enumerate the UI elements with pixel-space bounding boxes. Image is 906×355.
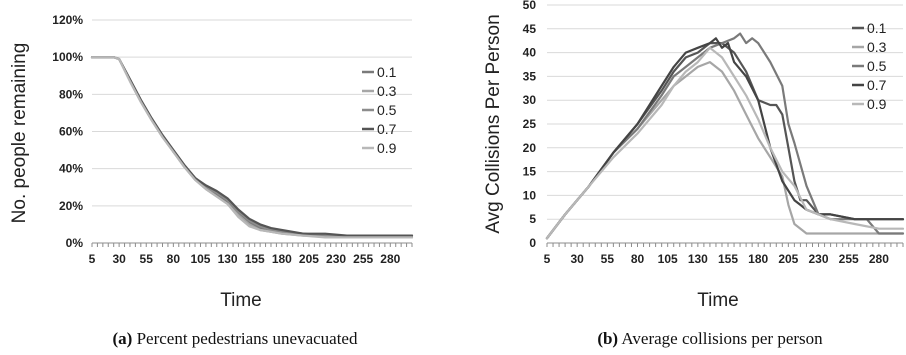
x-tick-label: 130 bbox=[688, 252, 708, 266]
y-gridlines bbox=[547, 4, 903, 244]
series-line-0.3 bbox=[545, 60, 905, 240]
legend-label: 0.5 bbox=[867, 58, 887, 74]
x-tick-label: 205 bbox=[299, 252, 319, 266]
y-tick-label: 25 bbox=[523, 117, 537, 131]
legend: 0.1 0.3 0.5 0.7 0.9 bbox=[362, 64, 397, 156]
chart-percent-remaining: 0% 20% 40% 60% 80% 100% 120% 5 30 55 80 105 130 155 1… bbox=[9, 13, 414, 348]
x-tick-label: 180 bbox=[748, 252, 768, 266]
caption-b: (b) Average collisions per person bbox=[597, 329, 823, 348]
x-axis bbox=[546, 242, 904, 247]
x-tick-label: 80 bbox=[631, 252, 645, 266]
y-tick-label: 45 bbox=[523, 22, 537, 36]
y-tick-label: 80% bbox=[59, 87, 83, 101]
x-tick-label: 255 bbox=[353, 252, 373, 266]
legend-label: 0.1 bbox=[867, 20, 887, 36]
y-tick-label: 120% bbox=[52, 13, 83, 27]
x-tick-label: 130 bbox=[218, 252, 238, 266]
series-line-0.9 bbox=[545, 46, 905, 240]
y-tick-labels: 0 5 10 15 20 25 30 35 40 45 50 bbox=[523, 0, 537, 250]
x-tick-label: 80 bbox=[167, 252, 181, 266]
legend-label: 0.9 bbox=[377, 140, 397, 156]
x-tick-label: 155 bbox=[718, 252, 738, 266]
series-lines bbox=[90, 56, 414, 239]
x-tick-label: 30 bbox=[112, 252, 126, 266]
caption-a-text: Percent pedestrians unevacuated bbox=[132, 329, 358, 348]
caption-b-text: Average collisions per person bbox=[618, 329, 823, 348]
x-tick-label: 55 bbox=[601, 252, 615, 266]
x-tick-label: 230 bbox=[809, 252, 829, 266]
x-axis-title: Time bbox=[220, 290, 262, 311]
y-tick-label: 100% bbox=[52, 50, 83, 64]
y-tick-label: 5 bbox=[529, 212, 536, 226]
x-tick-label: 280 bbox=[869, 252, 889, 266]
series-line-0.5 bbox=[90, 56, 414, 237]
series-line-0.1 bbox=[545, 41, 905, 240]
x-tick-label: 30 bbox=[570, 252, 584, 266]
x-tick-labels: 5 30 55 80 105 130 155 180 205 230 255 280 bbox=[544, 252, 890, 266]
legend-label: 0.1 bbox=[377, 64, 397, 80]
legend-label: 0.3 bbox=[377, 83, 397, 99]
x-tick-label: 5 bbox=[89, 252, 96, 266]
x-tick-label: 255 bbox=[839, 252, 859, 266]
x-axis-title: Time bbox=[697, 290, 739, 311]
x-tick-label: 155 bbox=[245, 252, 265, 266]
legend-label: 0.3 bbox=[867, 39, 887, 55]
y-tick-label: 15 bbox=[523, 165, 537, 179]
y-tick-label: 0 bbox=[529, 236, 536, 250]
series-line-0.7 bbox=[90, 56, 414, 237]
legend-label: 0.7 bbox=[867, 77, 887, 93]
x-tick-label: 5 bbox=[544, 252, 551, 266]
y-tick-label: 20% bbox=[59, 199, 83, 213]
y-tick-label: 50 bbox=[523, 0, 537, 12]
x-tick-label: 205 bbox=[778, 252, 798, 266]
caption-a-letter: (a) bbox=[113, 329, 133, 348]
x-tick-label: 55 bbox=[140, 252, 154, 266]
x-tick-label: 105 bbox=[658, 252, 678, 266]
x-tick-label: 105 bbox=[190, 252, 210, 266]
y-axis-title: Avg Collisions Per Person bbox=[483, 14, 504, 233]
y-tick-label: 35 bbox=[523, 69, 537, 83]
y-axis-title: No. people remaining bbox=[9, 43, 30, 224]
y-tick-label: 30 bbox=[523, 93, 537, 107]
legend-label: 0.7 bbox=[377, 121, 397, 137]
x-tick-label: 280 bbox=[380, 252, 400, 266]
series-line-0.1 bbox=[90, 56, 414, 237]
x-tick-labels: 5 30 55 80 105 130 155 180 205 230 255 280 bbox=[89, 252, 401, 266]
y-tick-label: 60% bbox=[59, 125, 83, 139]
legend: 0.1 0.3 0.5 0.7 0.9 bbox=[852, 20, 887, 112]
legend-label: 0.9 bbox=[867, 96, 887, 112]
y-tick-label: 40% bbox=[59, 162, 83, 176]
series-line-0.5 bbox=[545, 32, 905, 240]
y-tick-label: 40 bbox=[523, 46, 537, 60]
series-line-0.7 bbox=[545, 37, 905, 240]
y-tick-label: 20 bbox=[523, 141, 537, 155]
series-line-0.9 bbox=[90, 56, 414, 239]
caption-b-letter: (b) bbox=[597, 329, 618, 348]
legend-label: 0.5 bbox=[377, 102, 397, 118]
y-tick-labels: 0% 20% 40% 60% 80% 100% 120% bbox=[52, 13, 83, 250]
y-gridlines bbox=[92, 19, 412, 244]
x-axis bbox=[91, 242, 413, 247]
y-tick-label: 0% bbox=[66, 236, 84, 250]
x-tick-label: 230 bbox=[326, 252, 346, 266]
caption-a: (a) Percent pedestrians unevacuated bbox=[113, 329, 358, 348]
x-tick-label: 180 bbox=[272, 252, 292, 266]
y-tick-label: 10 bbox=[523, 188, 537, 202]
series-lines bbox=[545, 32, 905, 240]
